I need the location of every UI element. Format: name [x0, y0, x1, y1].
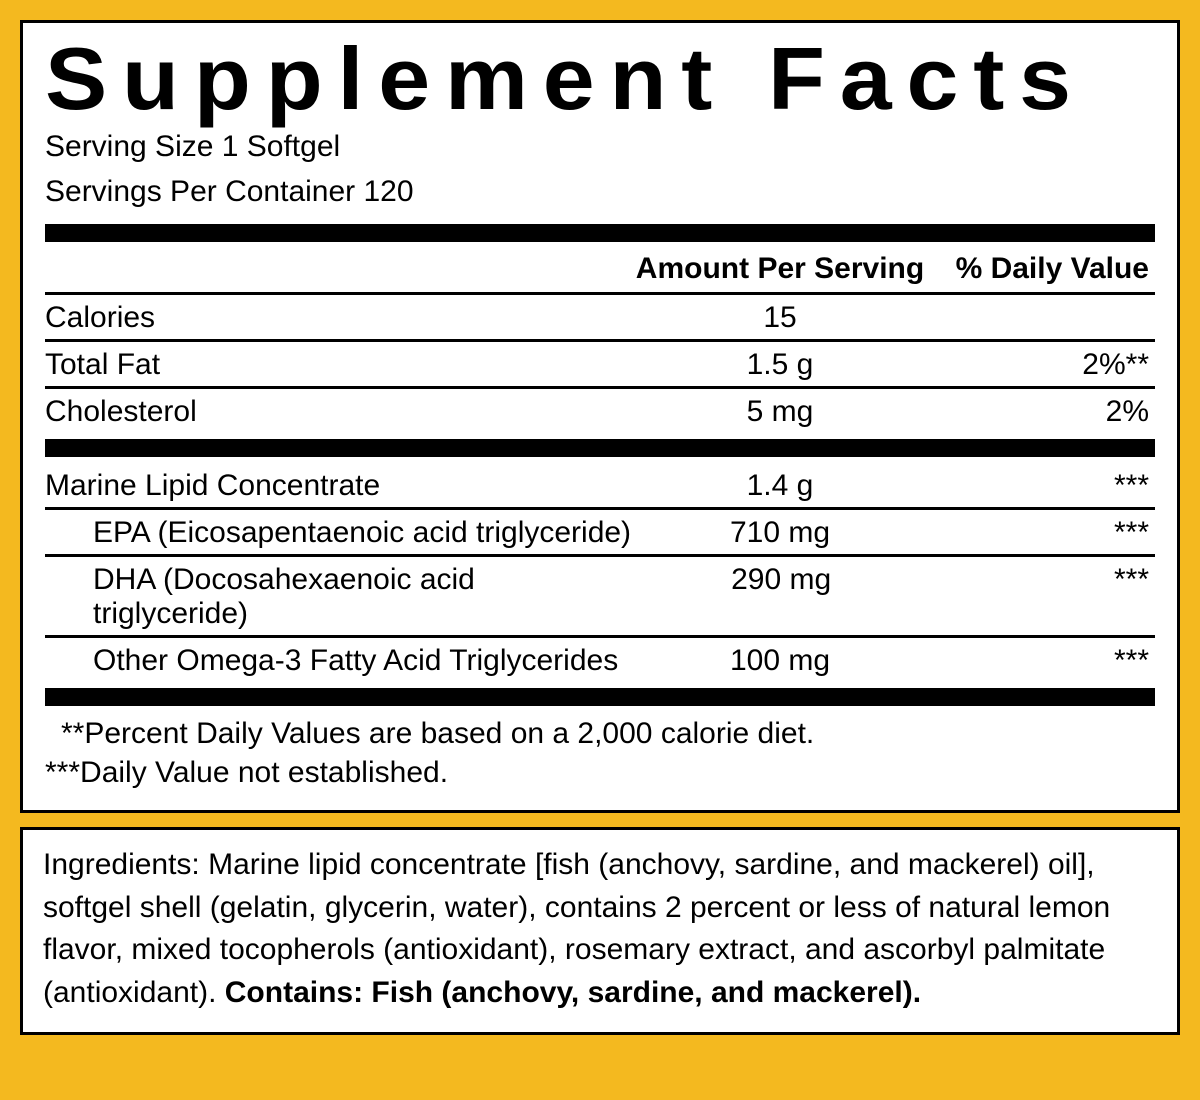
header-amount: Amount Per Serving: [635, 252, 925, 286]
nutrient-amount: 1.5 g: [635, 348, 925, 382]
nutrient-name: Total Fat: [45, 348, 635, 382]
panel-title: Supplement Facts: [45, 35, 1200, 123]
nutrient-row: Marine Lipid Concentrate 1.4 g ***: [45, 463, 1155, 507]
supplement-facts-panel: Supplement Facts Serving Size 1 Softgel …: [20, 20, 1180, 813]
nutrient-name: Other Omega-3 Fatty Acid Triglycerides: [45, 644, 635, 678]
nutrient-dv: 2%: [925, 395, 1155, 429]
nutrient-name: Cholesterol: [45, 395, 635, 429]
nutrient-row: Total Fat 1.5 g 2%**: [45, 339, 1155, 386]
nutrient-name: EPA (Eicosapentaenoic acid triglyceride): [45, 516, 635, 550]
nutrient-amount: 100 mg: [635, 644, 925, 678]
ingredients-panel: Ingredients: Marine lipid concentrate [f…: [20, 827, 1180, 1035]
column-headers: Amount Per Serving % Daily Value: [45, 252, 1155, 292]
nutrient-dv: 2%**: [925, 348, 1155, 382]
nutrient-amount: 1.4 g: [635, 469, 925, 503]
separator-thick: [45, 439, 1155, 457]
nutrient-amount: 710 mg: [635, 516, 925, 550]
separator-thick: [45, 224, 1155, 242]
servings-per-container: Servings Per Container 120: [45, 172, 1155, 213]
nutrient-dv: ***: [925, 644, 1155, 678]
allergen-contains: Contains: Fish (anchovy, sardine, and ma…: [225, 976, 921, 1009]
nutrient-row: DHA (Docosahexaenoic acid triglyceride) …: [45, 554, 1155, 635]
nutrient-amount: 5 mg: [635, 395, 925, 429]
footnote-line: **Percent Daily Values are based on a 2,…: [45, 714, 1155, 753]
nutrient-amount: 15: [635, 301, 925, 335]
serving-size: Serving Size 1 Softgel: [45, 127, 1155, 168]
footnote-line: ***Daily Value not established.: [45, 753, 1155, 792]
nutrient-name: DHA (Docosahexaenoic acid triglyceride): [45, 563, 637, 631]
nutrient-row: Calories 15: [45, 295, 1155, 339]
nutrient-dv: ***: [926, 563, 1155, 597]
nutrient-name: Calories: [45, 301, 635, 335]
nutrient-amount: 290 mg: [637, 563, 926, 597]
header-daily-value: % Daily Value: [925, 252, 1155, 286]
nutrient-dv: ***: [925, 469, 1155, 503]
footnotes: **Percent Daily Values are based on a 2,…: [45, 714, 1155, 792]
nutrient-name: Marine Lipid Concentrate: [45, 469, 635, 503]
nutrient-row: Cholesterol 5 mg 2%: [45, 386, 1155, 433]
nutrient-row: Other Omega-3 Fatty Acid Triglycerides 1…: [45, 635, 1155, 682]
separator-thick: [45, 688, 1155, 706]
nutrient-row: EPA (Eicosapentaenoic acid triglyceride)…: [45, 507, 1155, 554]
nutrient-dv: ***: [925, 516, 1155, 550]
